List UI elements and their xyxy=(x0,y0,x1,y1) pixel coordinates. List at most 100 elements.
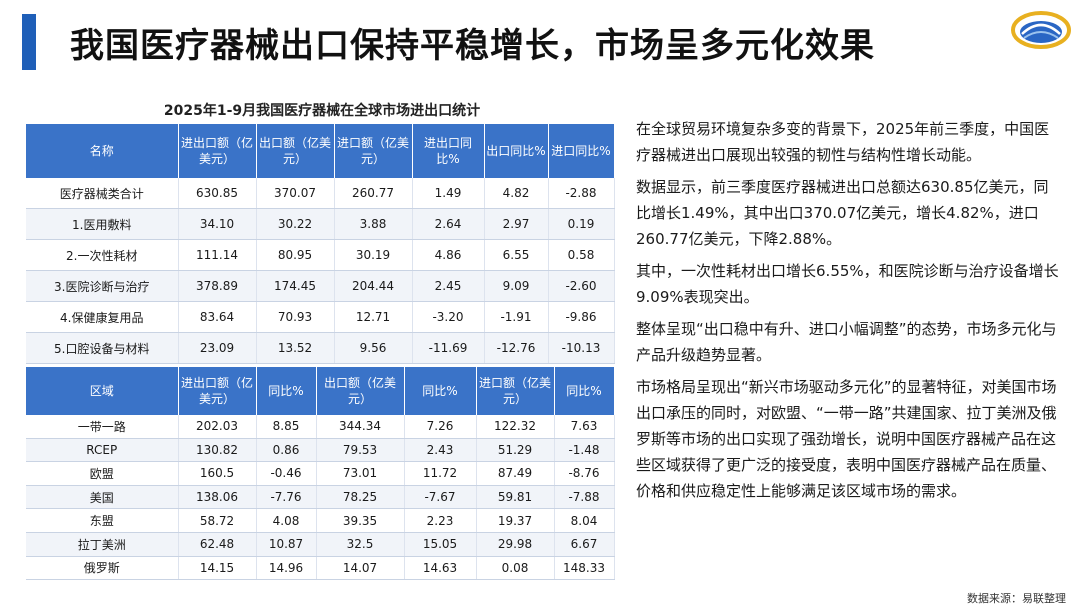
value-cell: -9.86 xyxy=(548,301,615,333)
value-cell: 73.01 xyxy=(316,461,405,486)
value-cell: 202.03 xyxy=(178,415,257,439)
column-header: 进口额（亿美元） xyxy=(476,367,555,415)
value-cell: 2.97 xyxy=(484,208,549,240)
value-cell: 34.10 xyxy=(178,208,257,240)
column-header: 进口同比% xyxy=(548,124,615,178)
table-row: 3.医院诊断与治疗 378.89 174.45 204.44 2.45 9.09 -2.60 xyxy=(26,270,615,302)
value-cell: 14.63 xyxy=(404,556,477,581)
column-header: 进口额（亿美元） xyxy=(334,124,413,178)
value-cell: 174.45 xyxy=(256,270,335,302)
table-row: 一带一路 202.03 8.85 344.34 7.26 122.32 7.63 xyxy=(26,415,615,439)
value-cell: 9.09 xyxy=(484,270,549,302)
row-label-cell: 2.一次性耗材 xyxy=(26,239,179,271)
row-label-cell: 1.医用敷料 xyxy=(26,208,179,240)
row-label-cell: RCEP xyxy=(26,438,179,463)
row-label-cell: 俄罗斯 xyxy=(26,556,179,581)
value-cell: -2.60 xyxy=(548,270,615,302)
value-cell: -7.76 xyxy=(256,485,317,510)
value-cell: 23.09 xyxy=(178,332,257,364)
row-label-cell: 3.医院诊断与治疗 xyxy=(26,270,179,302)
value-cell: 11.72 xyxy=(404,461,477,486)
value-cell: 4.08 xyxy=(256,508,317,533)
title-accent-bar xyxy=(22,14,36,70)
value-cell: 78.25 xyxy=(316,485,405,510)
value-cell: 7.26 xyxy=(404,415,477,439)
value-cell: 2.64 xyxy=(412,208,485,240)
table-row: 1.医用敷料 34.10 30.22 3.88 2.64 2.97 0.19 xyxy=(26,208,615,240)
value-cell: 39.35 xyxy=(316,508,405,533)
value-cell: 8.04 xyxy=(554,508,615,533)
table-row: 4.保健康复用品 83.64 70.93 12.71 -3.20 -1.91 -9.86 xyxy=(26,301,615,333)
row-label-cell: 美国 xyxy=(26,485,179,510)
column-header: 进出口同比% xyxy=(412,124,485,178)
value-cell: 80.95 xyxy=(256,239,335,271)
global-trade-table: 名称 进出口额（亿美元） 出口额（亿美元） 进口额（亿美元） 进出口同比% 出口同比% 进口… xyxy=(26,124,615,364)
value-cell: 13.52 xyxy=(256,332,335,364)
row-label-cell: 4.保健康复用品 xyxy=(26,301,179,333)
value-cell: 62.48 xyxy=(178,532,257,557)
value-cell: 30.19 xyxy=(334,239,413,271)
paragraph: 数据显示，前三季度医疗器械进出口总额达630.85亿美元，同比增长1.49%，其… xyxy=(636,178,1049,248)
table-row: 拉丁美洲 62.48 10.87 32.5 15.05 29.98 6.67 xyxy=(26,532,615,557)
paragraph: 整体呈现“出口稳中有升、进口小幅调整”的态势，市场多元化与产品升级趋势显著。 xyxy=(636,320,1057,364)
row-label-cell: 医疗器械类合计 xyxy=(26,178,179,209)
value-cell: 14.07 xyxy=(316,556,405,581)
value-cell: 204.44 xyxy=(334,270,413,302)
value-cell: 260.77 xyxy=(334,178,413,209)
value-cell: 8.85 xyxy=(256,415,317,439)
table-row: 东盟 58.72 4.08 39.35 2.23 19.37 8.04 xyxy=(26,508,615,533)
value-cell: 378.89 xyxy=(178,270,257,302)
value-cell: 2.45 xyxy=(412,270,485,302)
value-cell: 344.34 xyxy=(316,415,405,439)
paragraph: 市场格局呈现出“新兴市场驱动多元化”的显著特征，对美国市场出口承压的同时，对欧盟… xyxy=(636,378,1057,500)
column-header: 出口额（亿美元） xyxy=(256,124,335,178)
value-cell: -7.88 xyxy=(554,485,615,510)
value-cell: 70.93 xyxy=(256,301,335,333)
column-header: 区域 xyxy=(26,367,179,415)
value-cell: 29.98 xyxy=(476,532,555,557)
value-cell: 79.53 xyxy=(316,438,405,463)
value-cell: 14.96 xyxy=(256,556,317,581)
value-cell: 15.05 xyxy=(404,532,477,557)
value-cell: 1.49 xyxy=(412,178,485,209)
table-row: 医疗器械类合计 630.85 370.07 260.77 1.49 4.82 -2.88 xyxy=(26,178,615,209)
value-cell: 3.88 xyxy=(334,208,413,240)
row-label-cell: 5.口腔设备与材料 xyxy=(26,332,179,364)
value-cell: 0.86 xyxy=(256,438,317,463)
value-cell: 4.86 xyxy=(412,239,485,271)
table1-title: 2025年1-9月我国医疗器械在全球市场进出口统计 xyxy=(163,103,481,119)
value-cell: 12.71 xyxy=(334,301,413,333)
value-cell: 9.56 xyxy=(334,332,413,364)
value-cell: 51.29 xyxy=(476,438,555,463)
value-cell: 0.08 xyxy=(476,556,555,581)
value-cell: -0.46 xyxy=(256,461,317,486)
value-cell: 32.5 xyxy=(316,532,405,557)
paragraph: 在全球贸易环境复杂多变的背景下，2025年前三季度，中国医疗器械进出口展现出较强… xyxy=(636,120,1050,164)
table-row: 5.口腔设备与材料 23.09 13.52 9.56 -11.69 -12.76 -10.1… xyxy=(26,332,615,364)
value-cell: -3.20 xyxy=(412,301,485,333)
value-cell: 122.32 xyxy=(476,415,555,439)
logo-icon xyxy=(1011,11,1071,49)
row-label-cell: 一带一路 xyxy=(26,415,179,439)
row-label-cell: 欧盟 xyxy=(26,461,179,486)
value-cell: 6.55 xyxy=(484,239,549,271)
value-cell: -10.13 xyxy=(548,332,615,364)
table-row: 美国 138.06 -7.76 78.25 -7.67 59.81 -7.88 xyxy=(26,485,615,510)
value-cell: 30.22 xyxy=(256,208,335,240)
column-header: 同比% xyxy=(554,367,615,415)
value-cell: 160.5 xyxy=(178,461,257,486)
value-cell: 10.87 xyxy=(256,532,317,557)
value-cell: 0.19 xyxy=(548,208,615,240)
table-row: 俄罗斯 14.15 14.96 14.07 14.63 0.08 148.33 xyxy=(26,556,615,581)
column-header: 进出口额（亿美元） xyxy=(178,124,257,178)
value-cell: -7.67 xyxy=(404,485,477,510)
paragraph: 其中，一次性耗材出口增长6.55%，和医院诊断与治疗设备增长9.09%表现突出。 xyxy=(636,262,1059,306)
value-cell: 111.14 xyxy=(178,239,257,271)
analysis-text: 在全球贸易环境复杂多变的背景下，2025年前三季度，中国医疗器械进出口展现出较强… xyxy=(636,116,1060,510)
value-cell: 6.67 xyxy=(554,532,615,557)
value-cell: 59.81 xyxy=(476,485,555,510)
value-cell: 14.15 xyxy=(178,556,257,581)
value-cell: 148.33 xyxy=(554,556,615,581)
value-cell: -11.69 xyxy=(412,332,485,364)
value-cell: 630.85 xyxy=(178,178,257,209)
